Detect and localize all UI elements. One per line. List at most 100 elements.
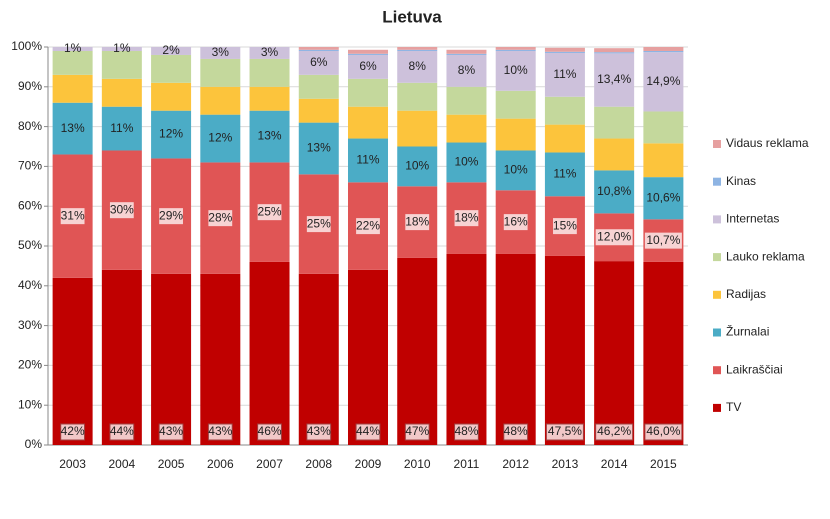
bar-segment: [495, 49, 536, 51]
bar-segment: [200, 86, 241, 115]
bar-segment: [298, 47, 339, 50]
value-label-box: [257, 423, 282, 441]
value-label: 10%: [405, 159, 429, 173]
bar-segment: [397, 47, 438, 50]
value-label-box: [306, 216, 331, 233]
bar-segment: [643, 47, 684, 51]
value-label: 3%: [212, 45, 230, 59]
bar-segment: [643, 261, 684, 445]
value-label: 30%: [110, 202, 134, 216]
value-label: 11%: [553, 167, 576, 181]
x-tick-label: 2007: [256, 457, 283, 471]
y-tick-label: 20%: [18, 358, 42, 372]
x-tick-label: 2012: [502, 457, 529, 471]
bar-segment: [544, 96, 585, 125]
value-label: 22%: [356, 218, 380, 232]
value-label-box: [159, 208, 183, 225]
bar-segment: [495, 253, 536, 445]
x-tick-label: 2010: [404, 457, 431, 471]
legend-label: Kinas: [726, 174, 756, 188]
value-label: 42%: [61, 424, 85, 438]
bar-segment: [348, 49, 388, 54]
value-label-box: [545, 423, 584, 441]
value-label-box: [644, 423, 683, 441]
y-tick-label: 50%: [18, 238, 42, 252]
bar-segment: [348, 53, 388, 55]
bar-segment: [151, 273, 192, 445]
bar-segment: [200, 47, 241, 59]
y-tick-label: 30%: [18, 318, 42, 332]
value-label: 43%: [159, 424, 183, 438]
value-label: 13%: [61, 121, 85, 135]
value-label-box: [503, 423, 529, 441]
value-label-box: [355, 423, 381, 441]
bar-segment: [397, 110, 438, 147]
y-tick-label: 10%: [18, 397, 42, 411]
value-label: 3%: [261, 45, 279, 59]
bar-segment: [101, 78, 142, 107]
bar-segment: [446, 114, 487, 143]
bar-segment: [249, 86, 290, 111]
value-label: 12,0%: [597, 229, 631, 243]
bar-segment: [298, 49, 339, 51]
bar-segment: [52, 277, 93, 445]
bar-segment: [594, 138, 635, 171]
legend-label: Internetas: [726, 212, 779, 226]
bar-segment: [495, 150, 536, 191]
legend-swatch: [713, 290, 721, 299]
value-label: 29%: [159, 208, 183, 222]
value-label: 18%: [454, 210, 478, 224]
value-label: 10,8%: [597, 184, 631, 198]
value-label-box: [356, 218, 380, 235]
value-label: 11%: [356, 153, 379, 167]
bar-segment: [52, 47, 93, 51]
bar-segment: [298, 74, 339, 99]
bar-segment: [397, 82, 438, 111]
value-label: 28%: [208, 210, 232, 224]
bar-segment: [446, 49, 487, 54]
bar-segment: [643, 52, 684, 112]
legend-label: Laikraščiai: [726, 362, 783, 376]
value-label-box: [405, 214, 430, 231]
y-tick-label: 40%: [18, 278, 42, 292]
value-label: 46,2%: [597, 424, 631, 438]
value-label: 31%: [61, 208, 85, 222]
value-label: 48%: [454, 424, 478, 438]
x-tick-label: 2006: [207, 457, 234, 471]
bar-segment: [643, 177, 684, 220]
y-tick-label: 70%: [18, 159, 42, 173]
bar-segment: [594, 48, 635, 53]
value-label: 16%: [504, 214, 528, 228]
bar-segment: [495, 90, 536, 119]
bar-segment: [446, 53, 487, 55]
bar-segment: [594, 170, 635, 214]
bar-segment: [298, 50, 339, 75]
y-tick-label: 100%: [11, 39, 42, 53]
bar-segment: [101, 50, 142, 79]
value-label-box: [257, 204, 282, 221]
legend-swatch: [713, 177, 721, 186]
value-labels: 42% 31% 13% 1% 44% 30% 11% 1% 43% 29% 12% 2% 43% 28% 1…: [60, 41, 683, 441]
bar-segment: [643, 143, 684, 178]
bars: [52, 47, 684, 445]
bar-segment: [446, 253, 487, 445]
legend-label: Lauko reklama: [726, 249, 805, 263]
legend-swatch: [713, 215, 721, 224]
bar-segment: [101, 106, 142, 151]
bar-segment: [298, 273, 339, 445]
bar-segment: [544, 255, 585, 445]
bar-segment: [446, 142, 487, 183]
value-label: 44%: [110, 424, 134, 438]
value-label: 46,0%: [646, 424, 680, 438]
legend-swatch: [713, 253, 721, 262]
bar-segment: [52, 74, 93, 103]
value-label: 44%: [356, 424, 380, 438]
value-label: 13%: [258, 129, 282, 143]
value-label: 10%: [454, 155, 478, 169]
legend-label: Radijas: [726, 287, 766, 301]
value-label: 6%: [359, 59, 377, 73]
value-label: 1%: [113, 41, 131, 55]
value-label: 6%: [310, 55, 328, 69]
bar-segment: [151, 54, 192, 83]
